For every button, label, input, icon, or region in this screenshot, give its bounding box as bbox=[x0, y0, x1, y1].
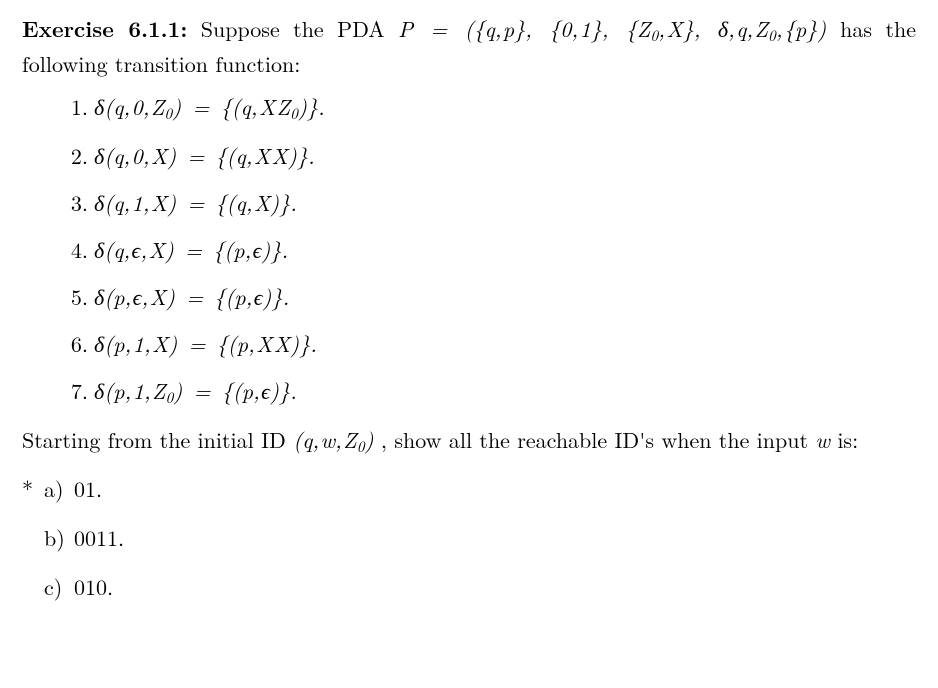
part-body: 0011. bbox=[74, 521, 916, 554]
rule-number: 4. bbox=[58, 233, 88, 266]
parts-list: * a) 01. b) 0011. c) 010. bbox=[22, 472, 916, 603]
pda-definition-math: P = ({q, p}, {0, 1}, {Z0, X}, δ, q, Z0, … bbox=[398, 13, 840, 44]
part-label: c) bbox=[44, 570, 74, 603]
part-label: a) bbox=[44, 472, 74, 505]
part-body: 01. bbox=[74, 472, 916, 505]
rule-body: δ(p, 1, X) = {(p, X X)}. bbox=[94, 327, 916, 360]
intro-text-1: Suppose the PDA bbox=[201, 13, 398, 44]
rule-body: δ(q, 0, Z0) = {(q, X Z0)}. bbox=[94, 90, 916, 125]
rule-item: 4. δ(q, ϵ, X) = {(p, ϵ)}. bbox=[58, 233, 916, 266]
star-marker: * bbox=[22, 472, 44, 505]
rule-number: 7. bbox=[58, 374, 88, 407]
rule-item: 1. δ(q, 0, Z0) = {(q, X Z0)}. bbox=[58, 90, 916, 125]
rule-number: 2. bbox=[58, 139, 88, 172]
exercise-intro: Exercise 6.1.1: Suppose the PDA P = ({q,… bbox=[22, 12, 916, 80]
rule-number: 1. bbox=[58, 90, 88, 123]
rule-number: 3. bbox=[58, 186, 88, 219]
page: Exercise 6.1.1: Suppose the PDA P = ({q,… bbox=[0, 0, 938, 631]
followup-part1: Starting from the initial ID bbox=[22, 424, 293, 455]
rule-item: 2. δ(q, 0, X) = {(q, X X)}. bbox=[58, 139, 916, 172]
rule-body: δ(p, ϵ, X) = {(p, ϵ)}. bbox=[94, 280, 916, 313]
rule-body: δ(q, ϵ, X) = {(p, ϵ)}. bbox=[94, 233, 916, 266]
part-item: b) 0011. bbox=[22, 521, 916, 554]
part-body: 010. bbox=[74, 570, 916, 603]
transition-rule-list: 1. δ(q, 0, Z0) = {(q, X Z0)}. 2. δ(q, 0,… bbox=[22, 90, 916, 409]
rule-number: 6. bbox=[58, 327, 88, 360]
exercise-label: Exercise 6.1.1: bbox=[22, 13, 187, 44]
rule-body: δ(q, 0, X) = {(q, X X)}. bbox=[94, 139, 916, 172]
rule-item: 5. δ(p, ϵ, X) = {(p, ϵ)}. bbox=[58, 280, 916, 313]
followup-text: Starting from the initial ID (q, w, Z0) … bbox=[22, 423, 916, 458]
rule-body: δ(q, 1, X) = {(q, X)}. bbox=[94, 186, 916, 219]
rule-item: 6. δ(p, 1, X) = {(p, X X)}. bbox=[58, 327, 916, 360]
followup-part2: , show all the reachable ID's when the i… bbox=[381, 424, 815, 455]
part-item: * a) 01. bbox=[22, 472, 916, 505]
part-item: c) 010. bbox=[22, 570, 916, 603]
rule-item: 7. δ(p, 1, Z0) = {(p, ϵ)}. bbox=[58, 374, 916, 409]
part-label: b) bbox=[44, 521, 74, 554]
followup-part3: is: bbox=[837, 424, 858, 455]
rule-item: 3. δ(q, 1, X) = {(q, X)}. bbox=[58, 186, 916, 219]
rule-body: δ(p, 1, Z0) = {(p, ϵ)}. bbox=[94, 374, 916, 409]
input-var: w bbox=[815, 424, 830, 455]
initial-id-math: (q, w, Z0) bbox=[293, 424, 373, 455]
rule-number: 5. bbox=[58, 280, 88, 313]
